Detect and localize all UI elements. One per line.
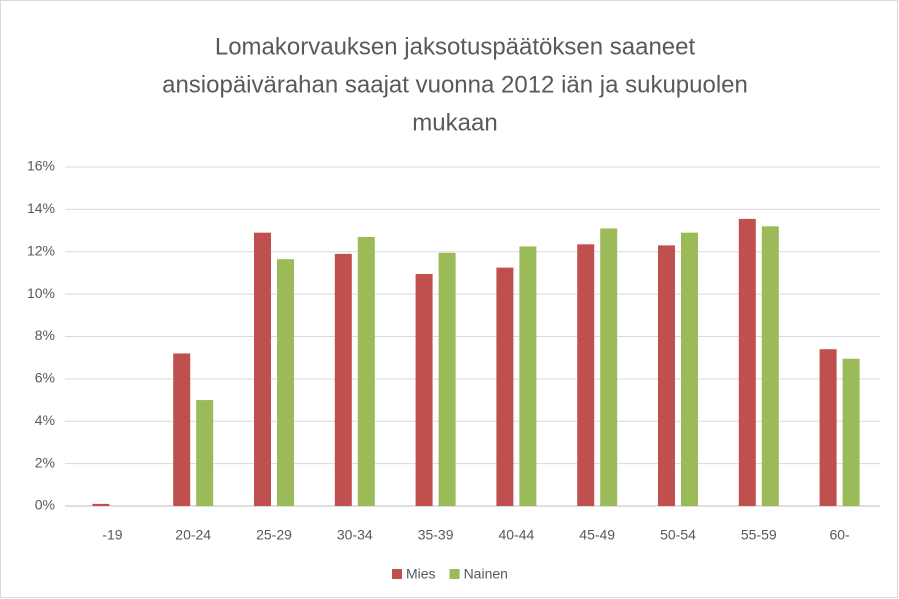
bar [438,252,456,506]
y-tick-label: 14% [27,200,55,216]
y-tick-label: 12% [27,242,55,258]
legend-swatch [449,569,460,579]
bar [577,244,595,506]
bar [842,358,860,506]
x-tick-label: 35-39 [418,527,454,543]
y-tick-label: 0% [35,497,55,513]
chart-title: ansiopäivärahan saajat vuonna 2012 iän j… [162,71,748,98]
bar [681,232,698,506]
bar [658,245,675,507]
legend-swatch [392,569,402,579]
x-tick-label: 50-54 [660,527,696,543]
chart-title: mukaan [412,109,497,136]
bar [600,228,618,506]
bar [738,218,756,507]
x-tick-label: 40-44 [498,527,534,543]
bar [519,246,537,506]
legend-label: Mies [406,566,436,582]
bar [196,400,214,506]
bar [334,253,352,506]
y-tick-label: 4% [35,412,55,428]
bar [254,232,271,506]
legend-label: Nainen [464,566,508,582]
bar [819,349,837,506]
y-tick-label: 10% [27,285,55,301]
bar [277,259,294,506]
x-tick-label: -19 [102,527,122,543]
x-tick-label: 20-24 [175,527,211,543]
chart-title: Lomakorvauksen jaksotuspäätöksen saaneet [215,33,696,60]
x-tick-label: 45-49 [579,527,615,543]
x-tick-label: 25-29 [256,527,292,543]
x-tick-label: 30-34 [337,527,373,543]
x-tick-label: 60- [829,527,850,543]
bar [357,236,375,506]
x-tick-label: 55-59 [741,527,777,543]
bar [173,353,191,506]
bar [761,226,779,506]
bar [415,273,433,506]
y-tick-label: 2% [35,454,55,470]
y-tick-label: 8% [35,327,55,343]
y-tick-label: 16% [27,158,55,174]
bar [92,503,110,506]
bar [496,267,514,506]
y-tick-label: 6% [35,370,55,386]
